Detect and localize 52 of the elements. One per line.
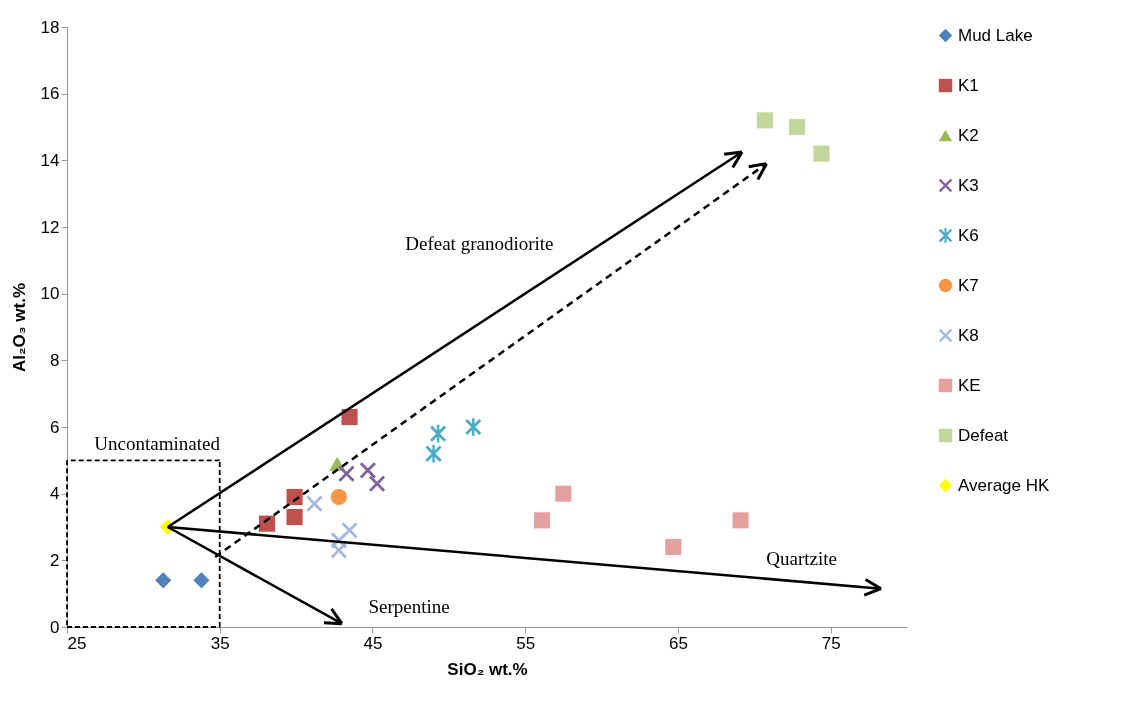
point: [756, 112, 774, 129]
annotation: Uncontaminated: [94, 432, 221, 454]
y-tick-label: 14: [40, 150, 60, 170]
point: [341, 408, 358, 426]
x-tick-label: 65: [668, 633, 688, 653]
point: [306, 495, 323, 512]
y-tick-label: 18: [40, 17, 60, 37]
point: [533, 512, 551, 529]
y-tick-label: 2: [50, 550, 60, 570]
y-tick-label: 0: [50, 617, 60, 637]
point: [286, 508, 303, 526]
legend-label: K1: [958, 75, 979, 95]
y-tick-label: 6: [50, 417, 60, 437]
legend-label: K2: [958, 125, 979, 145]
annotation: Serpentine: [368, 596, 450, 617]
legend-label: K6: [958, 225, 979, 245]
x-tick-label: 25: [67, 633, 87, 653]
point: [155, 572, 172, 589]
y-tick-label: 12: [40, 217, 60, 237]
point: [732, 512, 749, 529]
point: [193, 572, 210, 589]
legend-label: Defeat: [958, 425, 1009, 445]
point: [338, 465, 355, 482]
x-tick-label: 75: [821, 633, 841, 653]
legend-label: K8: [958, 325, 979, 345]
y-axis-title: Al₂O₃ wt.%: [9, 282, 29, 373]
y-tick-label: 8: [50, 350, 60, 370]
annotation: Defeat granodiorite: [405, 232, 554, 254]
annotation: Quartzite: [766, 547, 837, 569]
point: [368, 475, 386, 492]
x-tick-label: 55: [516, 633, 536, 653]
point: [788, 118, 806, 136]
x-tick-label: 45: [363, 633, 383, 653]
point: [813, 145, 830, 162]
point: [555, 485, 572, 502]
point: [359, 462, 376, 479]
x-tick-label: 35: [210, 633, 230, 653]
legend-label: KE: [958, 375, 981, 395]
legend-label: Average HK: [958, 475, 1051, 495]
point: [425, 444, 442, 463]
legend-label: K7: [958, 275, 979, 295]
legend-label: Mud Lake: [958, 25, 1033, 45]
y-tick-label: 10: [40, 284, 60, 304]
legend-label: K3: [958, 175, 979, 195]
y-tick-label: 4: [50, 484, 60, 504]
point: [665, 538, 682, 556]
point: [330, 488, 347, 506]
point: [259, 515, 276, 532]
x-axis-title: SiO₂ wt.%: [447, 659, 528, 679]
y-tick-label: 16: [40, 84, 60, 104]
point: [286, 488, 303, 506]
point: [330, 542, 347, 559]
